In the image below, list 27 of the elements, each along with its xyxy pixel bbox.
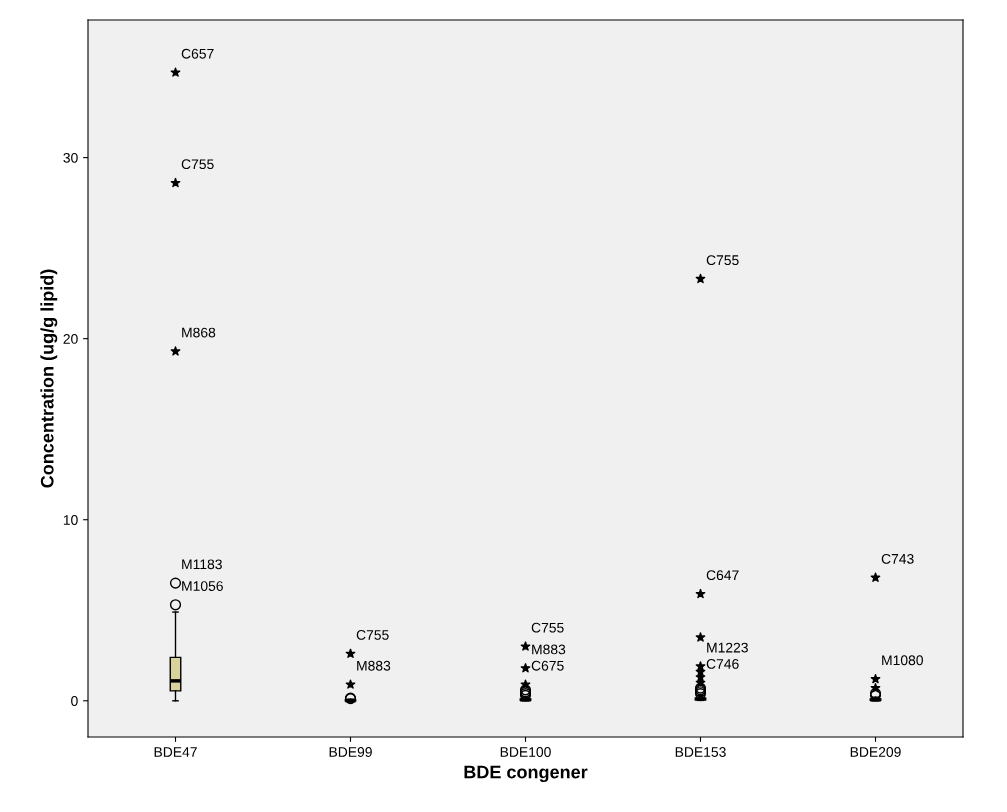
- y-axis-title: Concentration (ug/g lipid): [40, 269, 58, 488]
- y-tick-label: 10: [63, 515, 78, 525]
- x-tick-label: BDE100: [500, 747, 551, 757]
- annotation: M868: [182, 327, 216, 338]
- annotation: C675: [531, 660, 564, 671]
- annotation: C746: [706, 658, 739, 669]
- annotation: C647: [706, 570, 739, 581]
- annotation: M1183: [182, 559, 222, 570]
- x-tick-label: BDE153: [675, 747, 726, 757]
- annotation: C755: [181, 159, 214, 170]
- y-tick-label: 30: [63, 152, 78, 163]
- annotation: C755: [356, 630, 389, 640]
- y-tick-label: 0: [71, 696, 78, 706]
- x-tick-label: BDE47: [154, 747, 197, 757]
- annotation: C743: [881, 553, 914, 564]
- annotation: M883: [357, 660, 391, 671]
- annotation: M883: [532, 644, 566, 655]
- y-tick-label: 20: [63, 334, 78, 344]
- x-axis-title: BDE congener: [464, 765, 588, 783]
- annotation: C755: [531, 622, 564, 633]
- x-tick-label: BDE209: [850, 747, 901, 757]
- x-tick-label: BDE99: [329, 747, 372, 757]
- annotation: C657: [181, 48, 214, 59]
- annotation: M1223: [707, 642, 748, 653]
- annotation: M1056: [182, 581, 223, 591]
- annotation: C755: [706, 255, 739, 266]
- annotation: M1080: [882, 655, 923, 666]
